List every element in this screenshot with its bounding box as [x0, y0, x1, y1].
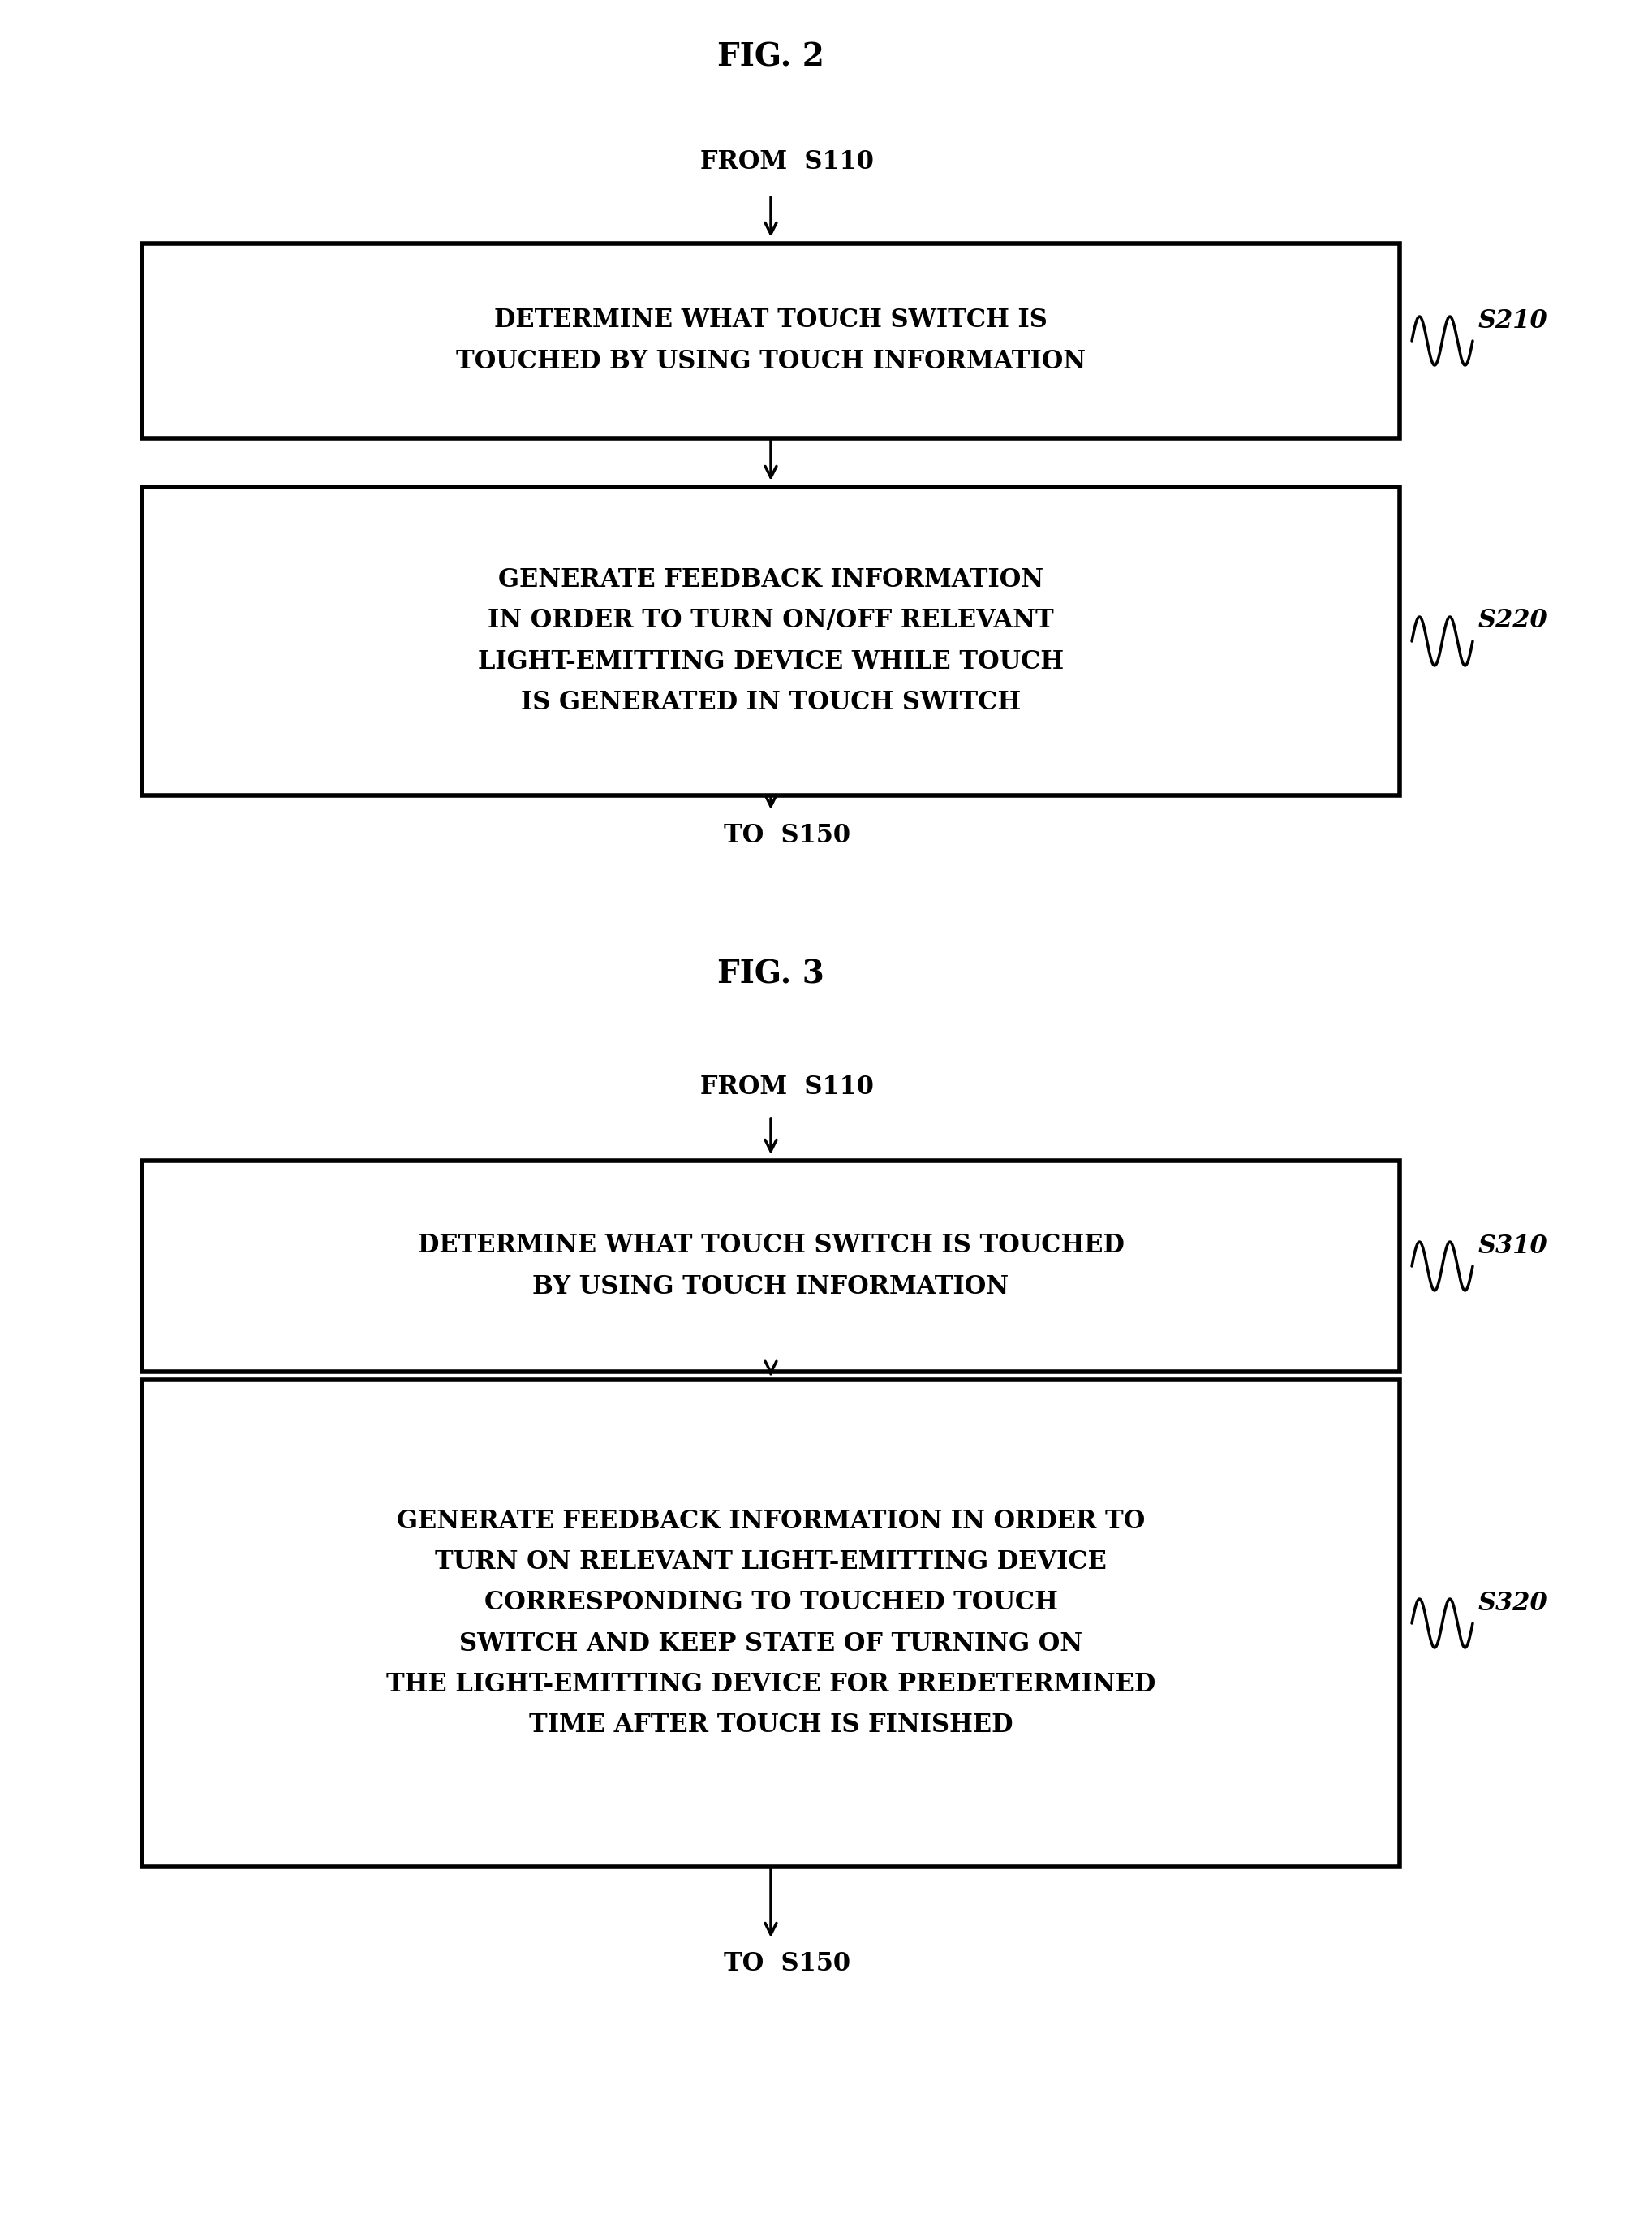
- Text: GENERATE FEEDBACK INFORMATION
IN ORDER TO TURN ON/OFF RELEVANT
LIGHT-EMITTING DE: GENERATE FEEDBACK INFORMATION IN ORDER T…: [477, 567, 1064, 714]
- Text: S310: S310: [1479, 1234, 1548, 1259]
- Text: FROM  S110: FROM S110: [700, 150, 874, 174]
- Text: S210: S210: [1479, 308, 1548, 333]
- Text: FIG. 2: FIG. 2: [717, 42, 824, 71]
- Text: FIG. 3: FIG. 3: [717, 958, 824, 989]
- Bar: [142, 487, 1399, 795]
- Bar: [142, 243, 1399, 437]
- Bar: [142, 1161, 1399, 1373]
- Bar: [142, 1379, 1399, 1866]
- Text: DETERMINE WHAT TOUCH SWITCH IS TOUCHED
BY USING TOUCH INFORMATION: DETERMINE WHAT TOUCH SWITCH IS TOUCHED B…: [418, 1234, 1123, 1299]
- Text: TO  S150: TO S150: [724, 1951, 851, 1978]
- Text: S320: S320: [1479, 1591, 1548, 1616]
- Text: S220: S220: [1479, 609, 1548, 634]
- Text: TO  S150: TO S150: [724, 824, 851, 848]
- Text: GENERATE FEEDBACK INFORMATION IN ORDER TO
TURN ON RELEVANT LIGHT-EMITTING DEVICE: GENERATE FEEDBACK INFORMATION IN ORDER T…: [387, 1509, 1155, 1739]
- Text: DETERMINE WHAT TOUCH SWITCH IS
TOUCHED BY USING TOUCH INFORMATION: DETERMINE WHAT TOUCH SWITCH IS TOUCHED B…: [456, 308, 1085, 373]
- Text: FROM  S110: FROM S110: [700, 1076, 874, 1100]
